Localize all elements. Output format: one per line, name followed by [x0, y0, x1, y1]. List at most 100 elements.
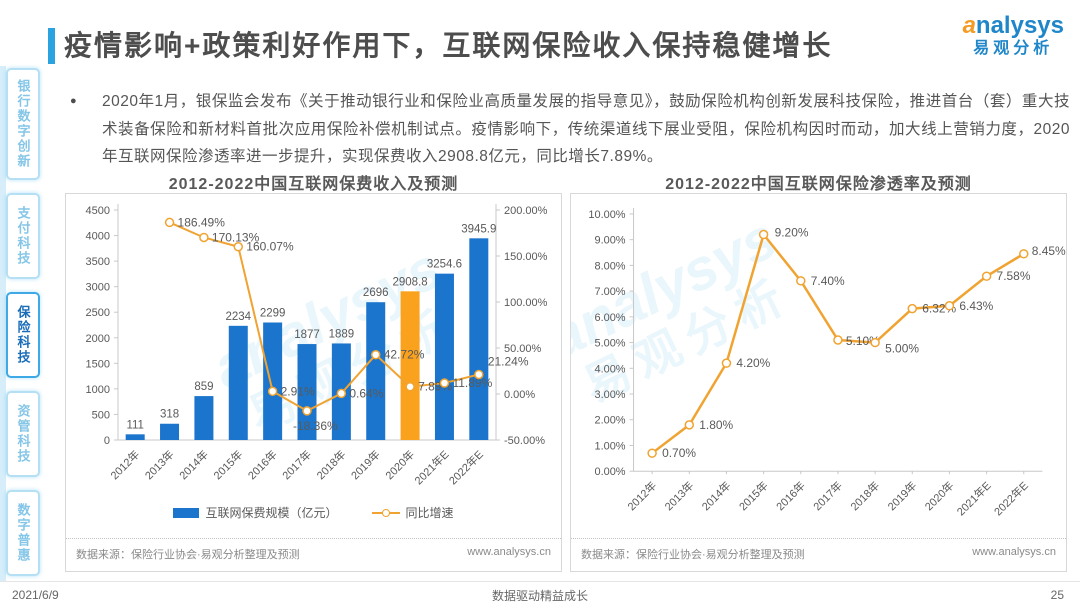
svg-text:1.80%: 1.80% — [699, 418, 733, 432]
svg-text:2018年: 2018年 — [847, 478, 882, 513]
premium-chart-title: 2012-2022中国互联网保费收入及预测 — [168, 176, 459, 193]
sidebar-tab-3[interactable]: 保险科技 — [6, 292, 40, 378]
svg-text:2020年: 2020年 — [382, 447, 417, 482]
svg-text:4.00%: 4.00% — [594, 363, 625, 375]
svg-text:4500: 4500 — [86, 205, 110, 217]
growth-point-2013年 — [164, 217, 175, 228]
legend-bar-label: 互联网保费规模（亿元） — [205, 506, 338, 520]
growth-point-2018年 — [336, 388, 347, 399]
svg-text:2017年: 2017年 — [279, 447, 314, 482]
svg-text:3945.9: 3945.9 — [461, 223, 496, 235]
svg-text:5.00%: 5.00% — [594, 338, 625, 350]
svg-text:3500: 3500 — [86, 256, 110, 268]
growth-point-2016年 — [267, 386, 278, 397]
bar-2022年E — [469, 238, 489, 440]
svg-text:6.00%: 6.00% — [594, 312, 625, 324]
sidebar-tab-5[interactable]: 数字普惠 — [6, 490, 40, 576]
svg-text:6.43%: 6.43% — [959, 299, 993, 313]
svg-text:1.00%: 1.00% — [594, 440, 625, 452]
logo-chinese-name: 易观分析 — [973, 39, 1054, 57]
svg-text:10.00%: 10.00% — [588, 209, 625, 221]
svg-text:3000: 3000 — [86, 282, 110, 294]
svg-text:0.00%: 0.00% — [504, 389, 535, 401]
analysys-logo: analysys 易观分析 — [963, 12, 1064, 58]
growth-point-2022年E — [474, 369, 484, 380]
source-text: 数据来源：保险行业协会·易观分析整理及预测 — [581, 549, 805, 561]
svg-text:50.00%: 50.00% — [504, 343, 542, 355]
svg-text:2016年: 2016年 — [773, 478, 808, 513]
bar-2014年 — [194, 396, 214, 440]
penetration-chart-canvas: 0.00% 1.00% 2.00% 3.00% 4.00% 5.00% 6.00% 7.00%… — [588, 207, 1066, 518]
penetration-point-2016年 — [796, 276, 806, 286]
bar-2021年E — [434, 273, 454, 440]
sidebar-tab-4[interactable]: 资管科技 — [6, 391, 40, 477]
growth-point-2015年 — [233, 241, 244, 252]
svg-text:7.00%: 7.00% — [594, 286, 625, 298]
svg-text:859: 859 — [194, 381, 213, 393]
penetration-point-2015年 — [758, 229, 769, 240]
svg-text:2016年: 2016年 — [245, 447, 280, 482]
svg-text:2018年: 2018年 — [313, 447, 348, 482]
svg-text:0.70%: 0.70% — [662, 446, 696, 460]
penetration-point-2018年 — [870, 337, 880, 348]
logo-wordmark: analysys — [963, 12, 1064, 40]
svg-text:2012年: 2012年 — [624, 478, 659, 513]
legend-line-swatch — [371, 508, 400, 517]
summary-paragraph: 2020年1月，银保监会发布《关于推动银行业和保险业高质量发展的指导意见》，鼓励… — [102, 93, 1070, 166]
svg-text:2022年E: 2022年E — [446, 447, 486, 487]
slide-footer: 2021/6/9 数据驱动精益成长 25 — [0, 581, 1080, 608]
svg-text:4000: 4000 — [86, 231, 110, 243]
svg-text:318: 318 — [160, 409, 179, 421]
penetration-point-2022年E — [1019, 249, 1029, 259]
footer-slogan: 数据驱动精益成长 — [491, 588, 588, 603]
svg-text:100.00%: 100.00% — [504, 297, 548, 309]
penetration-point-2014年 — [721, 358, 732, 368]
summary-block: ● 2020年1月，银保监会发布《关于推动银行业和保险业高质量发展的指导意见》，… — [70, 88, 1070, 171]
growth-point-2019年 — [370, 349, 381, 360]
svg-text:2299: 2299 — [260, 307, 286, 319]
svg-text:2013年: 2013年 — [662, 478, 697, 513]
svg-text:0.00%: 0.00% — [594, 466, 625, 478]
svg-text:1889: 1889 — [329, 328, 355, 340]
footer-date: 2021/6/9 — [12, 588, 59, 602]
svg-text:21.24%: 21.24% — [488, 354, 529, 368]
svg-text:2021年E: 2021年E — [411, 447, 451, 487]
footer-page-number: 25 — [1050, 588, 1064, 602]
svg-text:8.45%: 8.45% — [1032, 244, 1066, 258]
bar-2012年 — [125, 434, 145, 440]
source-website: www.analysys.cn — [972, 546, 1056, 558]
premium-chart-canvas: 0 500 1000 1500 2000 2500 3000 3500 4000 4500 -50.… — [86, 204, 548, 487]
vertical-tab-bar: 银行数字创新支付科技保险科技资管科技数字普惠 — [4, 68, 42, 576]
svg-text:500: 500 — [92, 409, 110, 421]
svg-text:8.00%: 8.00% — [594, 260, 625, 272]
svg-text:2000: 2000 — [86, 333, 110, 345]
svg-text:-18.36%: -18.36% — [293, 419, 338, 433]
svg-text:7.58%: 7.58% — [997, 269, 1031, 283]
bullet-icon: ● — [70, 95, 77, 107]
svg-text:5.00%: 5.00% — [885, 342, 919, 356]
svg-text:9.20%: 9.20% — [775, 226, 809, 240]
svg-text:-50.00%: -50.00% — [504, 435, 545, 447]
penetration-point-2020年 — [944, 301, 955, 311]
sidebar-tab-2[interactable]: 支付科技 — [6, 193, 40, 279]
sidebar-tab-1[interactable]: 银行数字创新 — [6, 68, 40, 180]
bar-2016年 — [263, 322, 283, 440]
penetration-point-2017年 — [833, 335, 843, 345]
growth-line — [169, 221, 480, 413]
premium-chart-source-row: 数据来源：保险行业协会·易观分析整理及预测 www.analysys.cn — [66, 538, 561, 571]
premium-chart-panel: analysys 易观分析 0 500 1000 1500 2000 2500 3000 35… — [65, 193, 562, 572]
legend-line-marker — [381, 508, 390, 517]
svg-text:11.89%: 11.89% — [452, 376, 492, 390]
svg-text:3.00%: 3.00% — [594, 389, 625, 401]
source-text: 数据来源：保险行业协会·易观分析整理及预测 — [76, 549, 300, 561]
penetration-chart-title: 2012-2022中国互联网保险渗透率及预测 — [665, 176, 972, 193]
bar-2019年 — [366, 302, 386, 440]
svg-text:2020年: 2020年 — [922, 478, 957, 513]
legend-line-label: 同比增速 — [405, 506, 454, 520]
penetration-chart-source-row: 数据来源：保险行业协会·易观分析整理及预测 www.analysys.cn — [571, 538, 1066, 571]
svg-text:1000: 1000 — [86, 384, 110, 396]
growth-point-2014年 — [199, 232, 209, 243]
svg-text:7.40%: 7.40% — [811, 274, 845, 288]
svg-text:111: 111 — [126, 419, 143, 431]
svg-text:2014年: 2014年 — [176, 447, 211, 482]
